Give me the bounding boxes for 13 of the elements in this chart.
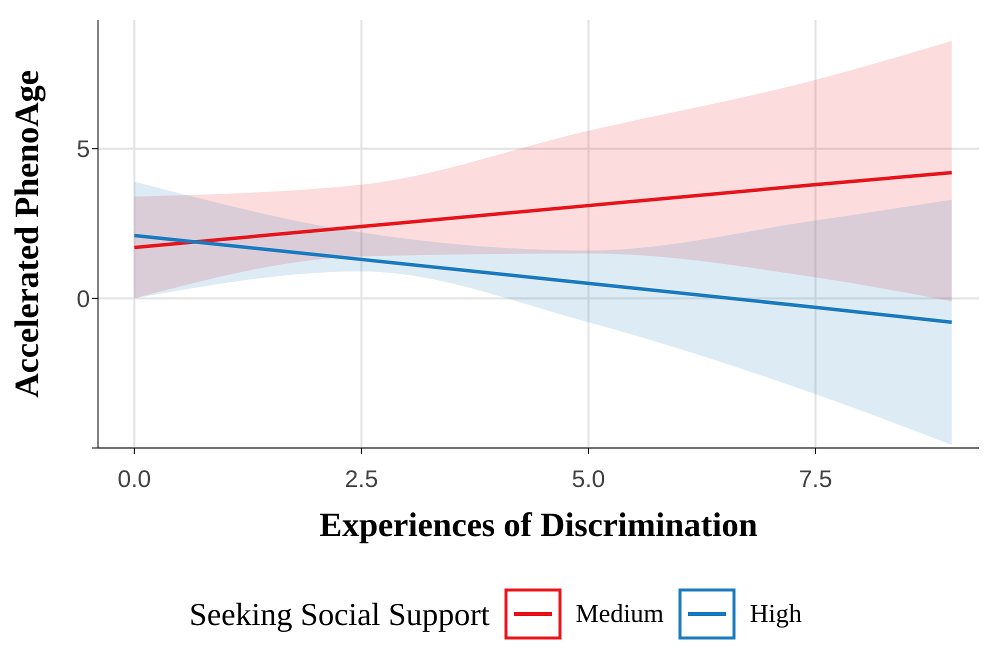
x-tick-label: 2.5 (344, 466, 378, 494)
x-axis-title: Experiences of Discrimination (319, 507, 758, 544)
x-tick-label: 7.5 (798, 466, 832, 494)
legend-title: Seeking Social Support (189, 596, 490, 632)
legend-label: Medium (576, 599, 664, 629)
x-tick-label: 5.0 (572, 466, 606, 494)
y-tick-label: 0 (76, 286, 90, 313)
y-tick-label: 5 (76, 136, 90, 164)
legend-label: High (750, 599, 802, 629)
line-series (132, 234, 954, 324)
y-axis-title: Accelerated PhenoAge (9, 70, 46, 398)
x-tick-label: 0.0 (118, 466, 152, 494)
line-series (132, 170, 954, 250)
